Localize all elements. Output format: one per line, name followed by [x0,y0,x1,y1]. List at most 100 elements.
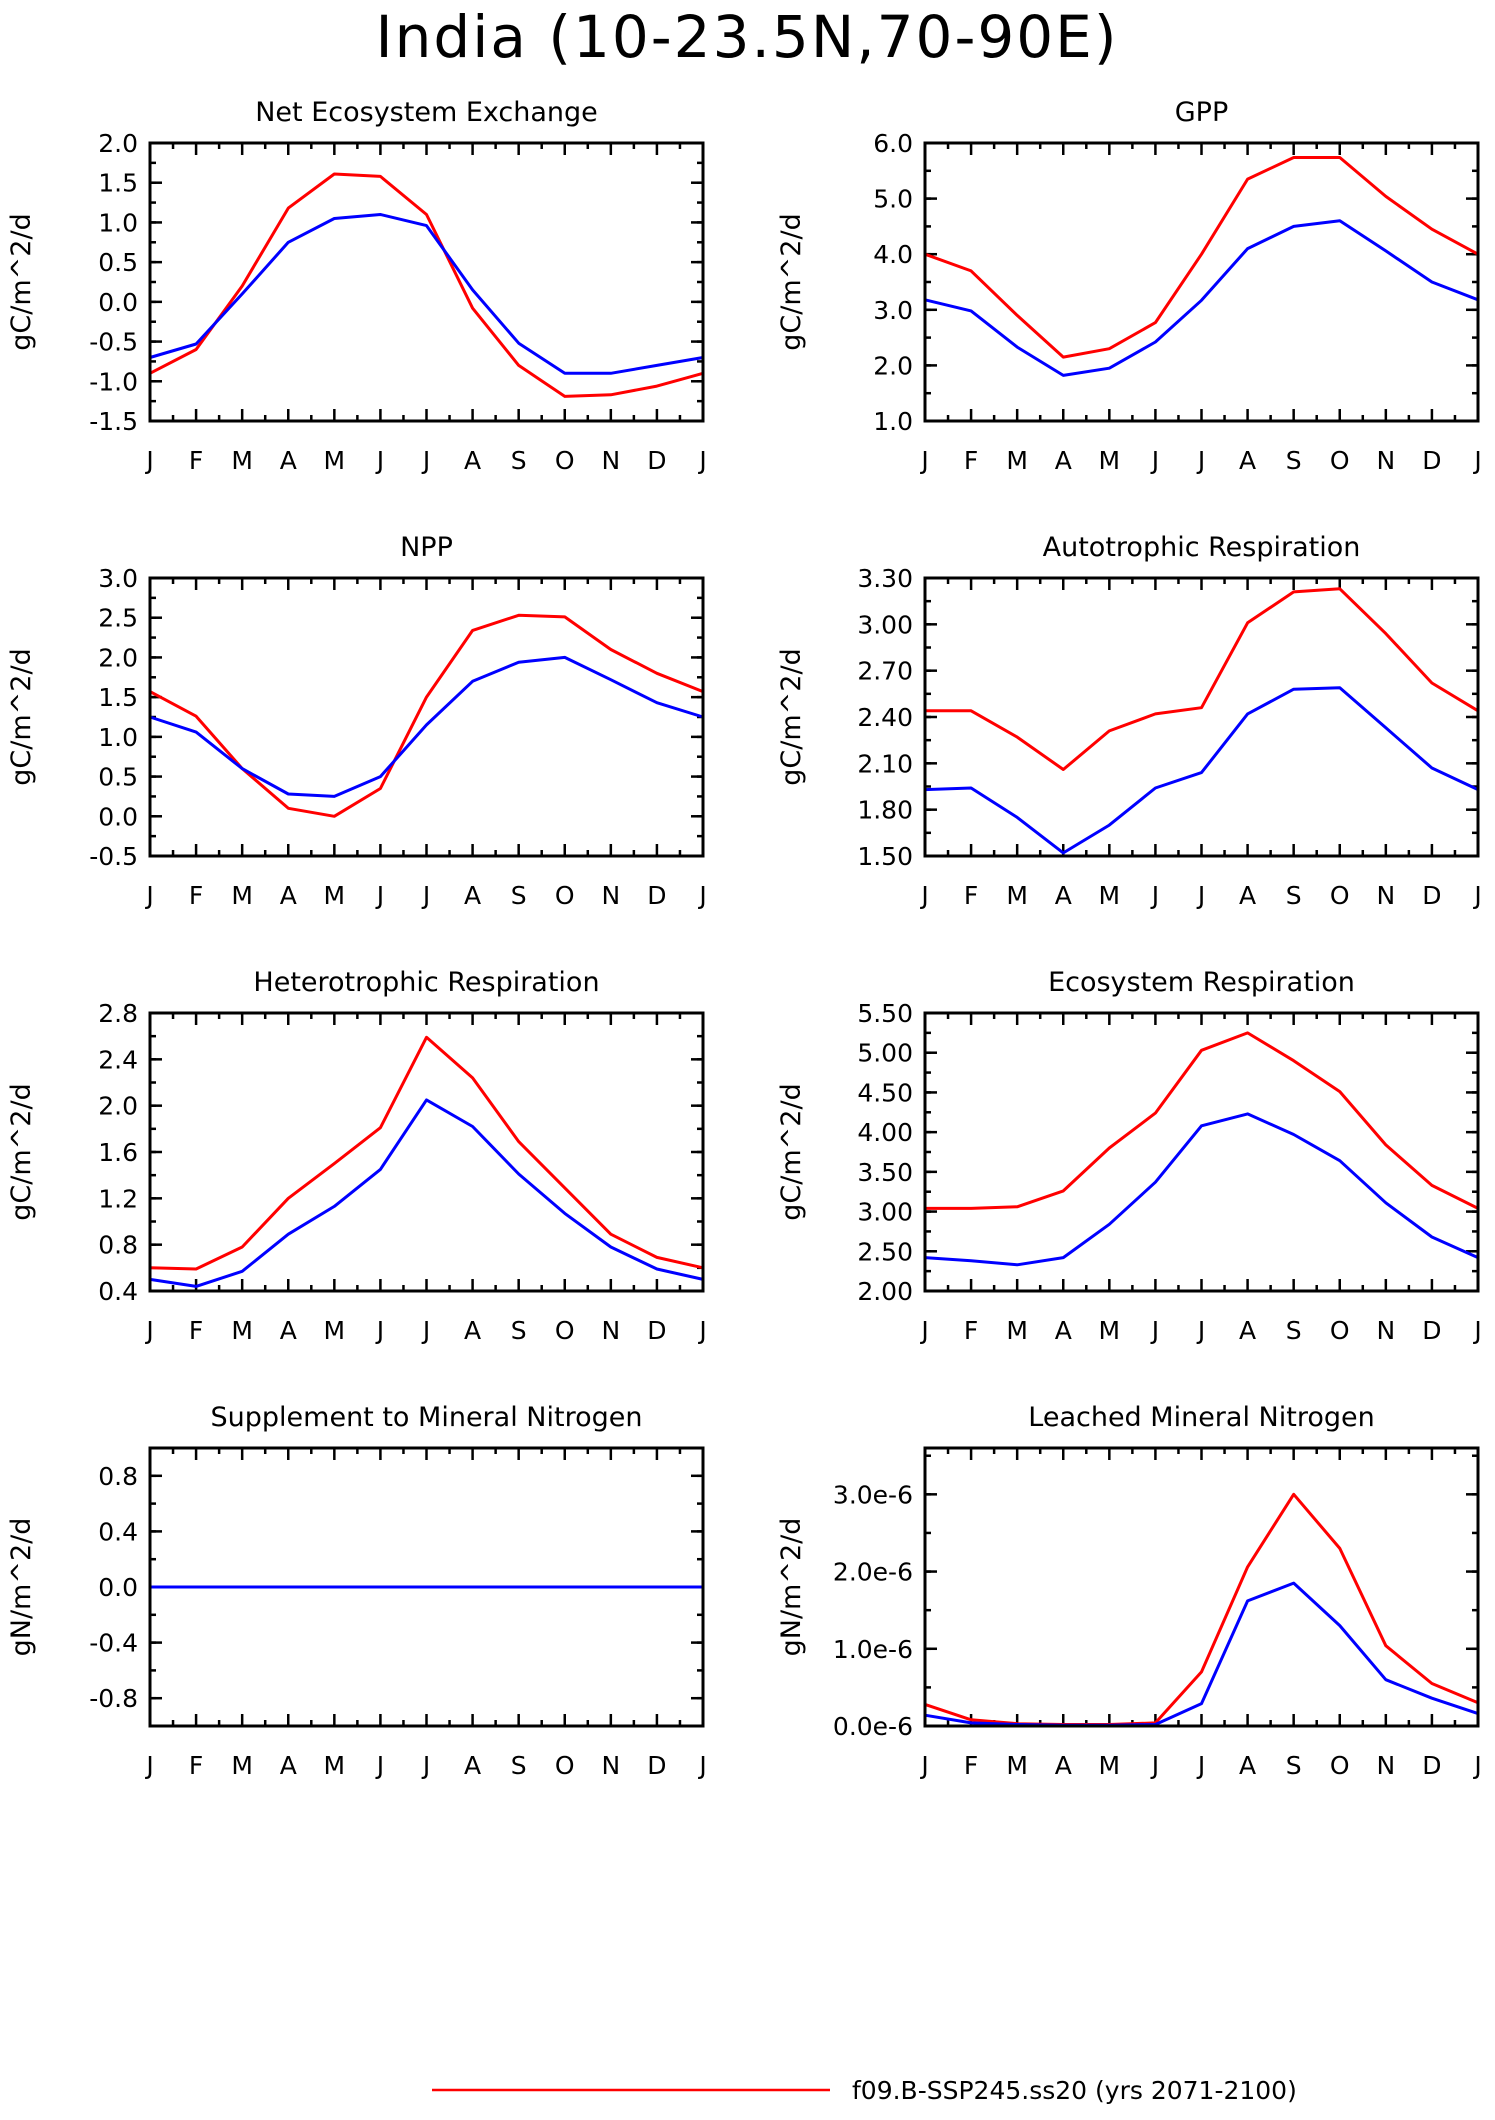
x-tick-label: M [1006,881,1028,910]
x-tick-label: J [375,1316,384,1345]
x-tick-label: M [1099,446,1121,475]
y-axis-label: gN/m^2/d [776,1518,807,1657]
y-tick-label: 0.0 [98,288,138,317]
x-tick-label: J [1150,881,1159,910]
x-tick-label: F [964,446,978,475]
series-line-blue [149,655,704,798]
x-tick-label: D [647,446,666,475]
y-tick-label: 1.6 [98,1138,138,1167]
x-tick-label: A [1239,1751,1256,1780]
x-tick-label: D [1422,1751,1441,1780]
x-tick-label: M [324,1316,346,1345]
x-tick-label: J [919,1751,928,1780]
x-tick-label: J [919,881,928,910]
y-tick-label: -0.5 [89,842,138,871]
x-tick-label: A [1239,1316,1256,1345]
panel-title: NPP [400,532,453,563]
x-tick-label: M [231,1316,253,1345]
x-tick-label: J [1196,881,1205,910]
x-tick-label: N [1376,446,1395,475]
x-tick-label: D [1422,1316,1441,1345]
x-tick-label: M [1099,1316,1121,1345]
y-tick-label: 1.0e-6 [833,1635,913,1664]
x-tick-label: J [421,1751,430,1780]
x-tick-label: F [964,881,978,910]
y-tick-label: 1.5 [98,169,138,198]
y-tick-label: 0.4 [98,1277,138,1306]
y-tick-label: 5.0 [873,185,913,214]
panel-title: Supplement to Mineral Nitrogen [211,1402,643,1433]
x-tick-label: O [1330,1751,1350,1780]
x-tick-label: N [601,446,620,475]
x-tick-label: M [1099,1751,1121,1780]
x-tick-label: J [697,446,706,475]
x-tick-label: A [1055,1751,1072,1780]
x-tick-label: A [1055,446,1072,475]
series-line-red [149,613,704,818]
y-tick-label: 2.5 [98,604,138,633]
series-line-red [924,156,1479,359]
y-tick-label: 1.0 [98,723,138,752]
y-tick-label: 0.5 [98,763,138,792]
series-line-red [149,172,704,398]
y-axis-label: gC/m^2/d [6,1083,37,1220]
x-tick-label: O [1330,881,1350,910]
x-tick-label: A [280,881,297,910]
y-tick-label: 2.0 [98,129,138,158]
x-tick-label: N [1376,881,1395,910]
x-tick-label: O [1330,446,1350,475]
legend-label: f09.B-SSP245.ss20 (yrs 2071-2100) [852,2076,1297,2105]
x-tick-label: J [375,881,384,910]
panel-title: GPP [1175,97,1229,128]
y-tick-label: 3.0 [873,296,913,325]
y-tick-label: 4.0 [873,240,913,269]
x-tick-label: A [1239,446,1256,475]
y-tick-label: 3.0e-6 [833,1480,913,1509]
x-tick-label: J [1150,1316,1159,1345]
x-tick-label: M [1006,1751,1028,1780]
y-tick-label: 2.40 [857,703,913,732]
plot-frame [148,576,705,858]
series-line-blue [149,1098,704,1288]
legend: f09.B-SSP245.ss20 (yrs 2071-2100) [432,2076,1297,2105]
x-tick-label: J [1472,1751,1481,1780]
x-tick-label: J [375,1751,384,1780]
series-line-red [925,587,1479,771]
x-tick-label: F [189,446,203,475]
x-tick-label: A [464,1316,481,1345]
y-tick-label: 0.0 [98,802,138,831]
y-tick-label: -0.8 [89,1684,138,1713]
x-tick-label: O [1330,1316,1350,1345]
x-tick-label: J [144,1751,153,1780]
y-tick-label: -0.4 [89,1629,138,1658]
x-tick-label: A [280,1316,297,1345]
x-tick-label: S [511,881,527,910]
y-tick-label: 2.0 [98,643,138,672]
x-tick-label: J [421,881,430,910]
y-tick-label: -1.5 [89,407,138,436]
x-tick-label: O [555,1316,575,1345]
y-tick-label: 2.0 [873,351,913,380]
x-tick-label: S [1286,881,1302,910]
y-tick-label: 0.4 [98,1517,138,1546]
x-tick-label: N [1376,1316,1395,1345]
y-tick-label: 3.50 [857,1158,913,1187]
plot-frame [923,141,1480,423]
x-tick-label: M [1006,1316,1028,1345]
x-tick-label: O [555,1751,575,1780]
y-tick-label: -1.0 [89,367,138,396]
y-tick-label: 2.50 [857,1237,913,1266]
y-tick-label: 3.00 [857,610,913,639]
x-tick-label: M [231,1751,253,1780]
plot-frame [923,1446,1480,1728]
plot-frame [148,1446,705,1728]
y-tick-label: 1.2 [98,1184,138,1213]
y-tick-label: 2.70 [857,657,913,686]
x-tick-label: F [964,1751,978,1780]
